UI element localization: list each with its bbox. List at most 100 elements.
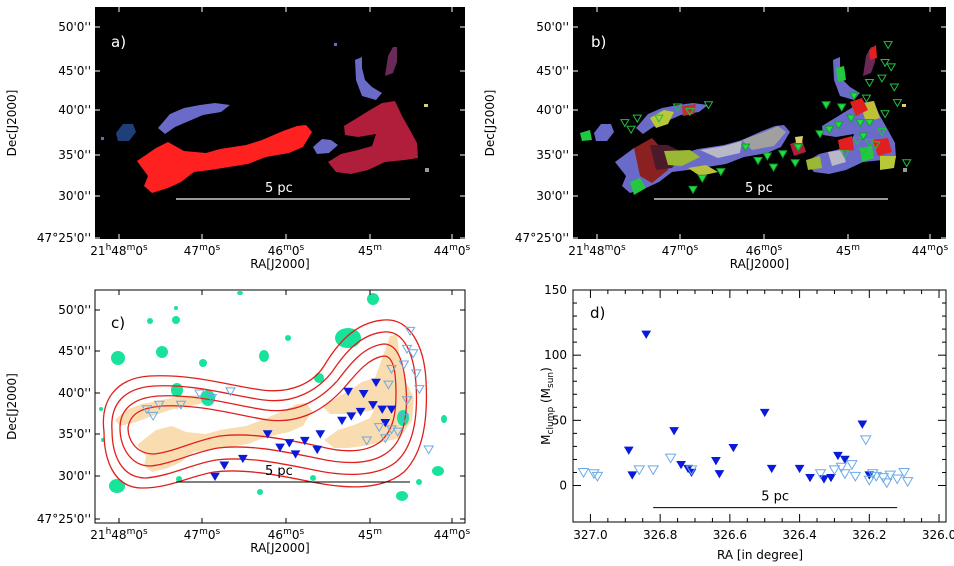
filled-clump-marker — [371, 378, 381, 388]
open-clump-marker — [414, 385, 425, 395]
open-clump-marker — [619, 119, 630, 128]
filled-clump-marker — [299, 436, 310, 446]
dec-tick-label: 45'0'' — [58, 344, 91, 358]
data-point-filled — [759, 408, 770, 418]
filled-clump-marker — [836, 103, 847, 112]
x-tick-label: 326.4 — [782, 528, 816, 542]
dec-tick-label: 40'0'' — [58, 103, 91, 117]
data-point-open — [859, 435, 872, 446]
filled-clump-marker — [262, 430, 273, 439]
scale-bar-label: 5 pc — [265, 464, 293, 479]
ra-axis-title: RA[J2000] — [250, 541, 310, 555]
panel-d-frame — [572, 289, 947, 523]
filled-clump-marker — [380, 419, 391, 428]
open-clump-marker — [153, 400, 165, 410]
ra-tick-label: 21h48m0s — [568, 243, 626, 258]
compact-source — [156, 346, 168, 358]
filled-clump-marker — [762, 152, 773, 161]
data-point-filled — [711, 457, 721, 466]
dec-tick-label: 50'0'' — [58, 303, 91, 317]
compact-source — [174, 306, 178, 310]
open-clump-marker — [877, 74, 887, 83]
ra-tick-label: 47m0s — [662, 243, 699, 258]
open-clump-marker — [175, 400, 187, 410]
dec-tick-label: 40'0'' — [58, 386, 91, 400]
data-point-open — [863, 475, 876, 486]
clump-region — [688, 165, 718, 176]
filled-clump-marker — [312, 445, 323, 455]
open-clump-marker — [141, 405, 153, 415]
open-clump-marker — [383, 380, 394, 390]
open-clump-marker — [225, 387, 236, 397]
filled-clump-marker — [377, 405, 388, 414]
filled-clump-marker — [793, 143, 804, 152]
data-point-open — [870, 471, 883, 482]
panel-d: d) 327.0 326.8 326.6 326.4 326.2 326.0 0 50 100 1… — [539, 283, 954, 562]
dec-tick-label: 30'0'' — [58, 469, 91, 483]
ra-tick-label: 44m0s — [912, 243, 949, 258]
data-point-filled — [833, 451, 843, 461]
open-clump-marker — [361, 436, 373, 446]
dec-tick-label: 45'0'' — [536, 64, 569, 78]
panel-label: a) — [111, 33, 126, 51]
compact-source — [147, 318, 153, 324]
filled-clump-marker — [284, 439, 295, 448]
panel-label: c) — [111, 314, 125, 332]
open-clump-marker — [864, 79, 875, 88]
filled-clump-marker — [688, 185, 698, 195]
compact-source — [259, 350, 269, 362]
filled-clump-marker — [355, 407, 366, 417]
filled-clump-marker — [275, 443, 285, 452]
filled-clump-marker — [315, 430, 326, 439]
open-clump-marker — [654, 114, 664, 123]
compact-source — [335, 328, 361, 348]
filled-clump-marker — [368, 401, 378, 410]
clump-region — [836, 66, 846, 82]
panel-c: c) 5 pc 21h48m0s 47m0s 46m0s 45m 44m0s 50'0''… — [5, 289, 471, 555]
clump-region — [902, 104, 906, 107]
compact-source — [111, 351, 125, 365]
compact-source — [441, 415, 447, 423]
y-axis-title: Mclump (Msun) — [539, 367, 556, 445]
x-tick-label: 326.8 — [643, 528, 677, 542]
clump-region — [872, 138, 892, 156]
filled-clump-marker — [343, 387, 354, 397]
filled-clump-marker — [833, 121, 844, 130]
open-clump-marker — [889, 83, 900, 92]
panel-b: b) 5 pc 21h48m0s 47m0s 46m0s 45m 44m0s 50'0''… — [483, 7, 949, 271]
data-point-filled — [676, 460, 686, 470]
y-tick-label: 150 — [544, 283, 567, 297]
panel-a-clouds — [101, 43, 429, 193]
ra-tick-label: 44m0s — [434, 527, 471, 542]
filled-clump-marker — [337, 416, 347, 426]
cloud-tiny-3 — [425, 168, 429, 172]
clump-region — [903, 168, 907, 172]
open-clump-marker — [839, 150, 850, 159]
open-clump-marker — [852, 136, 863, 146]
ra-tick-label: 47m0s — [184, 243, 221, 258]
filled-clump-marker — [753, 156, 763, 166]
data-point-filled — [627, 471, 638, 480]
data-point-open — [647, 465, 660, 476]
data-point-open — [898, 467, 911, 478]
clump-region — [630, 178, 646, 195]
ra-tick-label: 46m0s — [746, 243, 783, 258]
data-point-open — [835, 462, 848, 473]
open-clump-marker — [398, 414, 410, 424]
filled-clump-marker — [210, 472, 220, 482]
clump-region — [850, 98, 868, 116]
scale-bar-label: 5 pc — [745, 181, 773, 196]
y-tick-label: 0 — [559, 479, 567, 493]
clump-region — [682, 104, 696, 116]
dec-tick-label: 30'0'' — [536, 189, 569, 203]
panel-label: b) — [591, 33, 606, 51]
filled-clump-marker — [219, 461, 230, 470]
filled-clump-marker — [386, 405, 397, 414]
data-point-open — [901, 477, 914, 488]
cloud-blue-filament — [158, 103, 230, 134]
dec-tick-label: 50'0'' — [58, 20, 91, 34]
data-point-open — [891, 474, 904, 485]
data-point-filled — [840, 455, 850, 465]
open-clump-marker — [386, 364, 397, 375]
